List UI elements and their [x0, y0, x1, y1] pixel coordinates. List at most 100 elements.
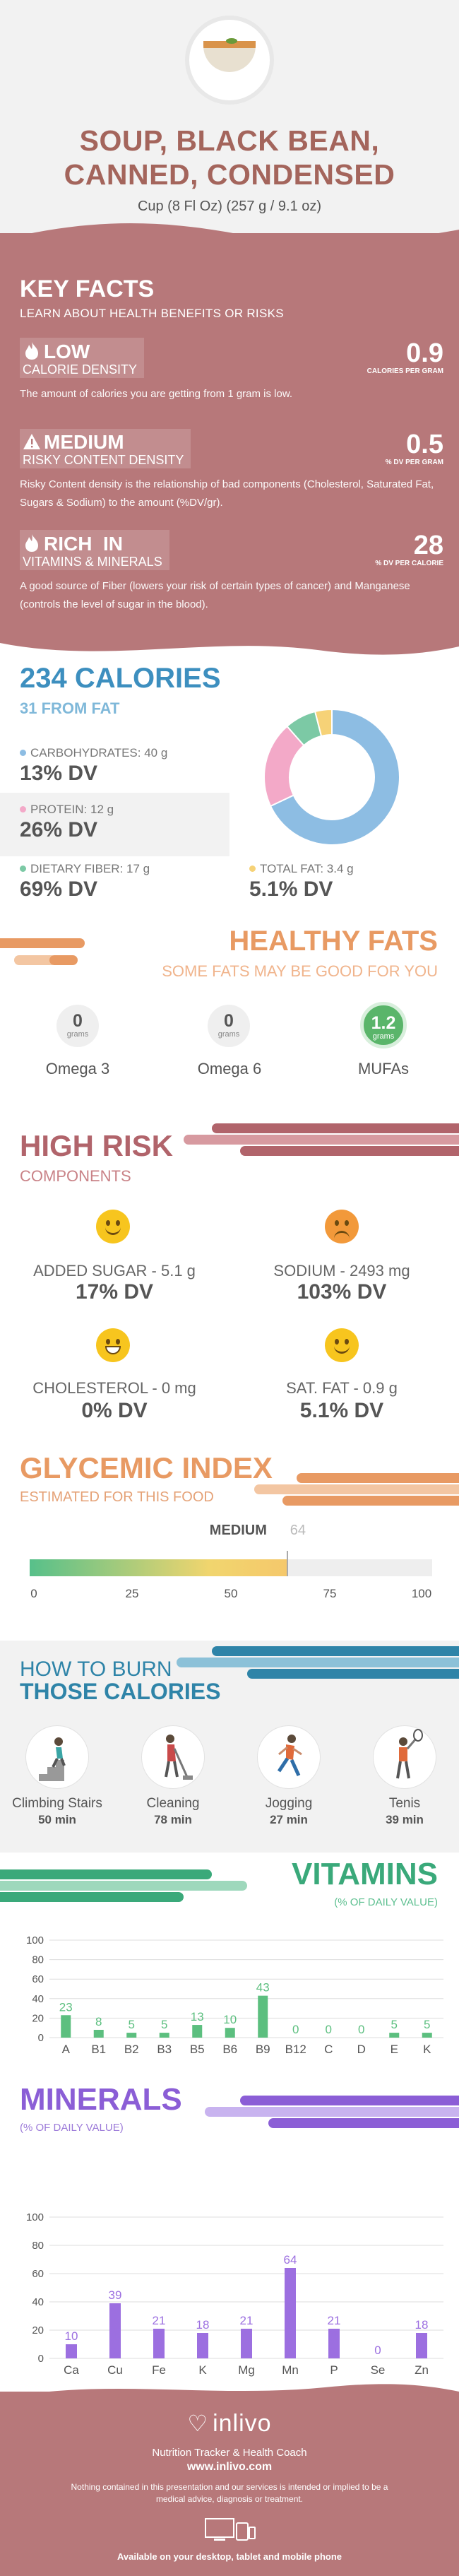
key-fact-description: A good source of Fiber (lowers your risk… [20, 580, 410, 610]
key-fact-unit: CALORIES PER GRAM [366, 367, 443, 375]
wave-divider [0, 2384, 459, 2406]
activity-name: Climbing Stairs [12, 1796, 102, 1811]
decor-stripe [184, 1135, 459, 1145]
bar-value-label: 23 [59, 2000, 73, 2014]
activity-name: Jogging [265, 1796, 313, 1811]
key-fact-vitamins-minerals: RICH IN VITAMINS & MINERALS 28% DV PER C… [20, 530, 443, 614]
x-category-label: P [330, 2363, 338, 2377]
fat-unit: grams [372, 1032, 395, 1041]
x-category-label: Zn [415, 2363, 429, 2377]
stairs-climber-icon [25, 1725, 89, 1789]
bar-cu [109, 2303, 121, 2358]
tennis-player-icon [373, 1725, 436, 1789]
x-category-label: B12 [285, 2043, 306, 2056]
website-link[interactable]: www.inlivo.com [186, 2461, 273, 2473]
bar-ca [66, 2344, 77, 2358]
bar-p [328, 2329, 340, 2358]
y-tick-label: 80 [32, 1954, 44, 1966]
x-category-label: Mg [238, 2363, 255, 2377]
y-tick-label: 20 [32, 2012, 44, 2024]
glycemic-tick: 50 [224, 1587, 238, 1600]
omega3-circle: 0 grams [56, 1005, 99, 1047]
y-tick-label: 60 [32, 1973, 44, 1985]
bar-value-label: 0 [292, 2023, 299, 2036]
bar-b1 [93, 2029, 104, 2038]
glycemic-fill [30, 1559, 287, 1576]
bar-value-label: 43 [256, 1981, 270, 1995]
cleaning-person-icon [141, 1725, 205, 1789]
x-category-label: Cu [107, 2363, 123, 2377]
bar-value-label: 39 [109, 2288, 122, 2302]
key-fact-value: 28 [413, 531, 443, 560]
x-category-label: E [391, 2043, 398, 2056]
activity-name: Cleaning [146, 1796, 200, 1811]
x-category-label: A [62, 2043, 71, 2056]
decor-stripe [177, 1658, 459, 1667]
bar-b2 [126, 2033, 137, 2038]
page-title: SOUP, BLACK BEAN, CANNED, CONDENSED [0, 124, 459, 191]
vitamins-title: VITAMINS [292, 1857, 438, 1891]
x-category-label: K [198, 2363, 207, 2377]
title-line-2: CANNED, CONDENSED [64, 158, 395, 191]
vitamins-bar-chart: 0 20 40 60 80 100 23 A 8 B1 5 B2 5 B3 13 B5 10 B6 43 B9 0 B12… [26, 1934, 443, 2056]
bar-value-label: 5 [161, 2018, 167, 2031]
bar-value-label: 21 [328, 2314, 341, 2327]
wave-divider [0, 643, 459, 664]
smiley-sad-icon [325, 1210, 359, 1243]
fat-unit: grams [217, 1030, 240, 1039]
risk-dv: 0% DV [81, 1399, 148, 1422]
key-fact-level: MEDIUM [44, 431, 124, 453]
calorie-donut-chart [263, 708, 400, 846]
y-tick-label: 0 [38, 2353, 44, 2365]
y-tick-label: 100 [26, 1934, 44, 1946]
fat-name: Omega 3 [45, 1060, 110, 1077]
omega6-circle: 0 grams [208, 1005, 250, 1047]
devices-icon [205, 2518, 256, 2541]
y-tick-label: 20 [32, 2324, 44, 2336]
bar-value-label: 5 [129, 2018, 135, 2031]
key-fact-label: RISKY CONTENT DENSITY [23, 453, 184, 467]
bar-b5 [192, 2025, 203, 2038]
bar-fe [153, 2329, 165, 2358]
nutrient-label: DIETARY FIBER: 17 g [30, 862, 150, 875]
decor-stripe [240, 2096, 459, 2105]
bar-a [61, 2015, 71, 2038]
risk-dv: 103% DV [297, 1280, 387, 1304]
donut-slice-carbohydrates [269, 708, 400, 846]
key-fact-calorie-density: LOW CALORIE DENSITY 0.9 CALORIES PER GRAM… [20, 338, 443, 403]
bar-value-label: 10 [65, 2329, 78, 2343]
x-category-label: Ca [64, 2363, 79, 2377]
healthy-fats-title: HEALTHY FATS [229, 926, 438, 957]
wave-divider [0, 223, 459, 254]
bar-mn [285, 2268, 296, 2358]
x-category-label: D [357, 2043, 366, 2056]
risk-label: CHOLESTEROL - 0 mg [32, 1379, 196, 1397]
burn-title-2: THOSE CALORIES [20, 1679, 221, 1704]
bar-value-label: 64 [284, 2253, 297, 2267]
high-risk-subtitle: COMPONENTS [20, 1167, 131, 1185]
decor-stripe [205, 2107, 459, 2117]
smiley-grin-icon [96, 1328, 130, 1362]
fat-value: 0 [224, 1011, 234, 1031]
disclaimer: Nothing contained in this presentation a… [71, 2482, 388, 2504]
brand-logo: ♡ inlivo [0, 2410, 459, 2438]
nutrient-protein: PROTEIN: 12 g 26% DV [0, 793, 230, 856]
flame-icon [23, 533, 42, 553]
y-tick-label: 60 [32, 2268, 44, 2280]
glycemic-title: GLYCEMIC INDEX [20, 1451, 273, 1484]
nutrient-label: CARBOHYDRATES: 40 g [30, 746, 168, 760]
x-category-label: K [423, 2043, 431, 2056]
healthy-fats-subtitle: SOME FATS MAY BE GOOD FOR YOU [162, 962, 438, 980]
glycemic-marker [286, 1551, 288, 1576]
key-fact-unit: % DV PER GRAM [385, 459, 443, 466]
warning-icon [23, 432, 42, 452]
activity-name: Tenis [388, 1796, 421, 1811]
bar-k [422, 2033, 432, 2038]
bar-zn [416, 2333, 427, 2358]
nutrient-label: PROTEIN: 12 g [30, 803, 114, 816]
activity-minutes: 27 min [270, 1813, 308, 1826]
decor-stripe [254, 1484, 459, 1494]
fat-value: 1.2 [371, 1013, 396, 1033]
fat-name: MUFAs [357, 1060, 410, 1077]
legend-dot [20, 865, 26, 872]
